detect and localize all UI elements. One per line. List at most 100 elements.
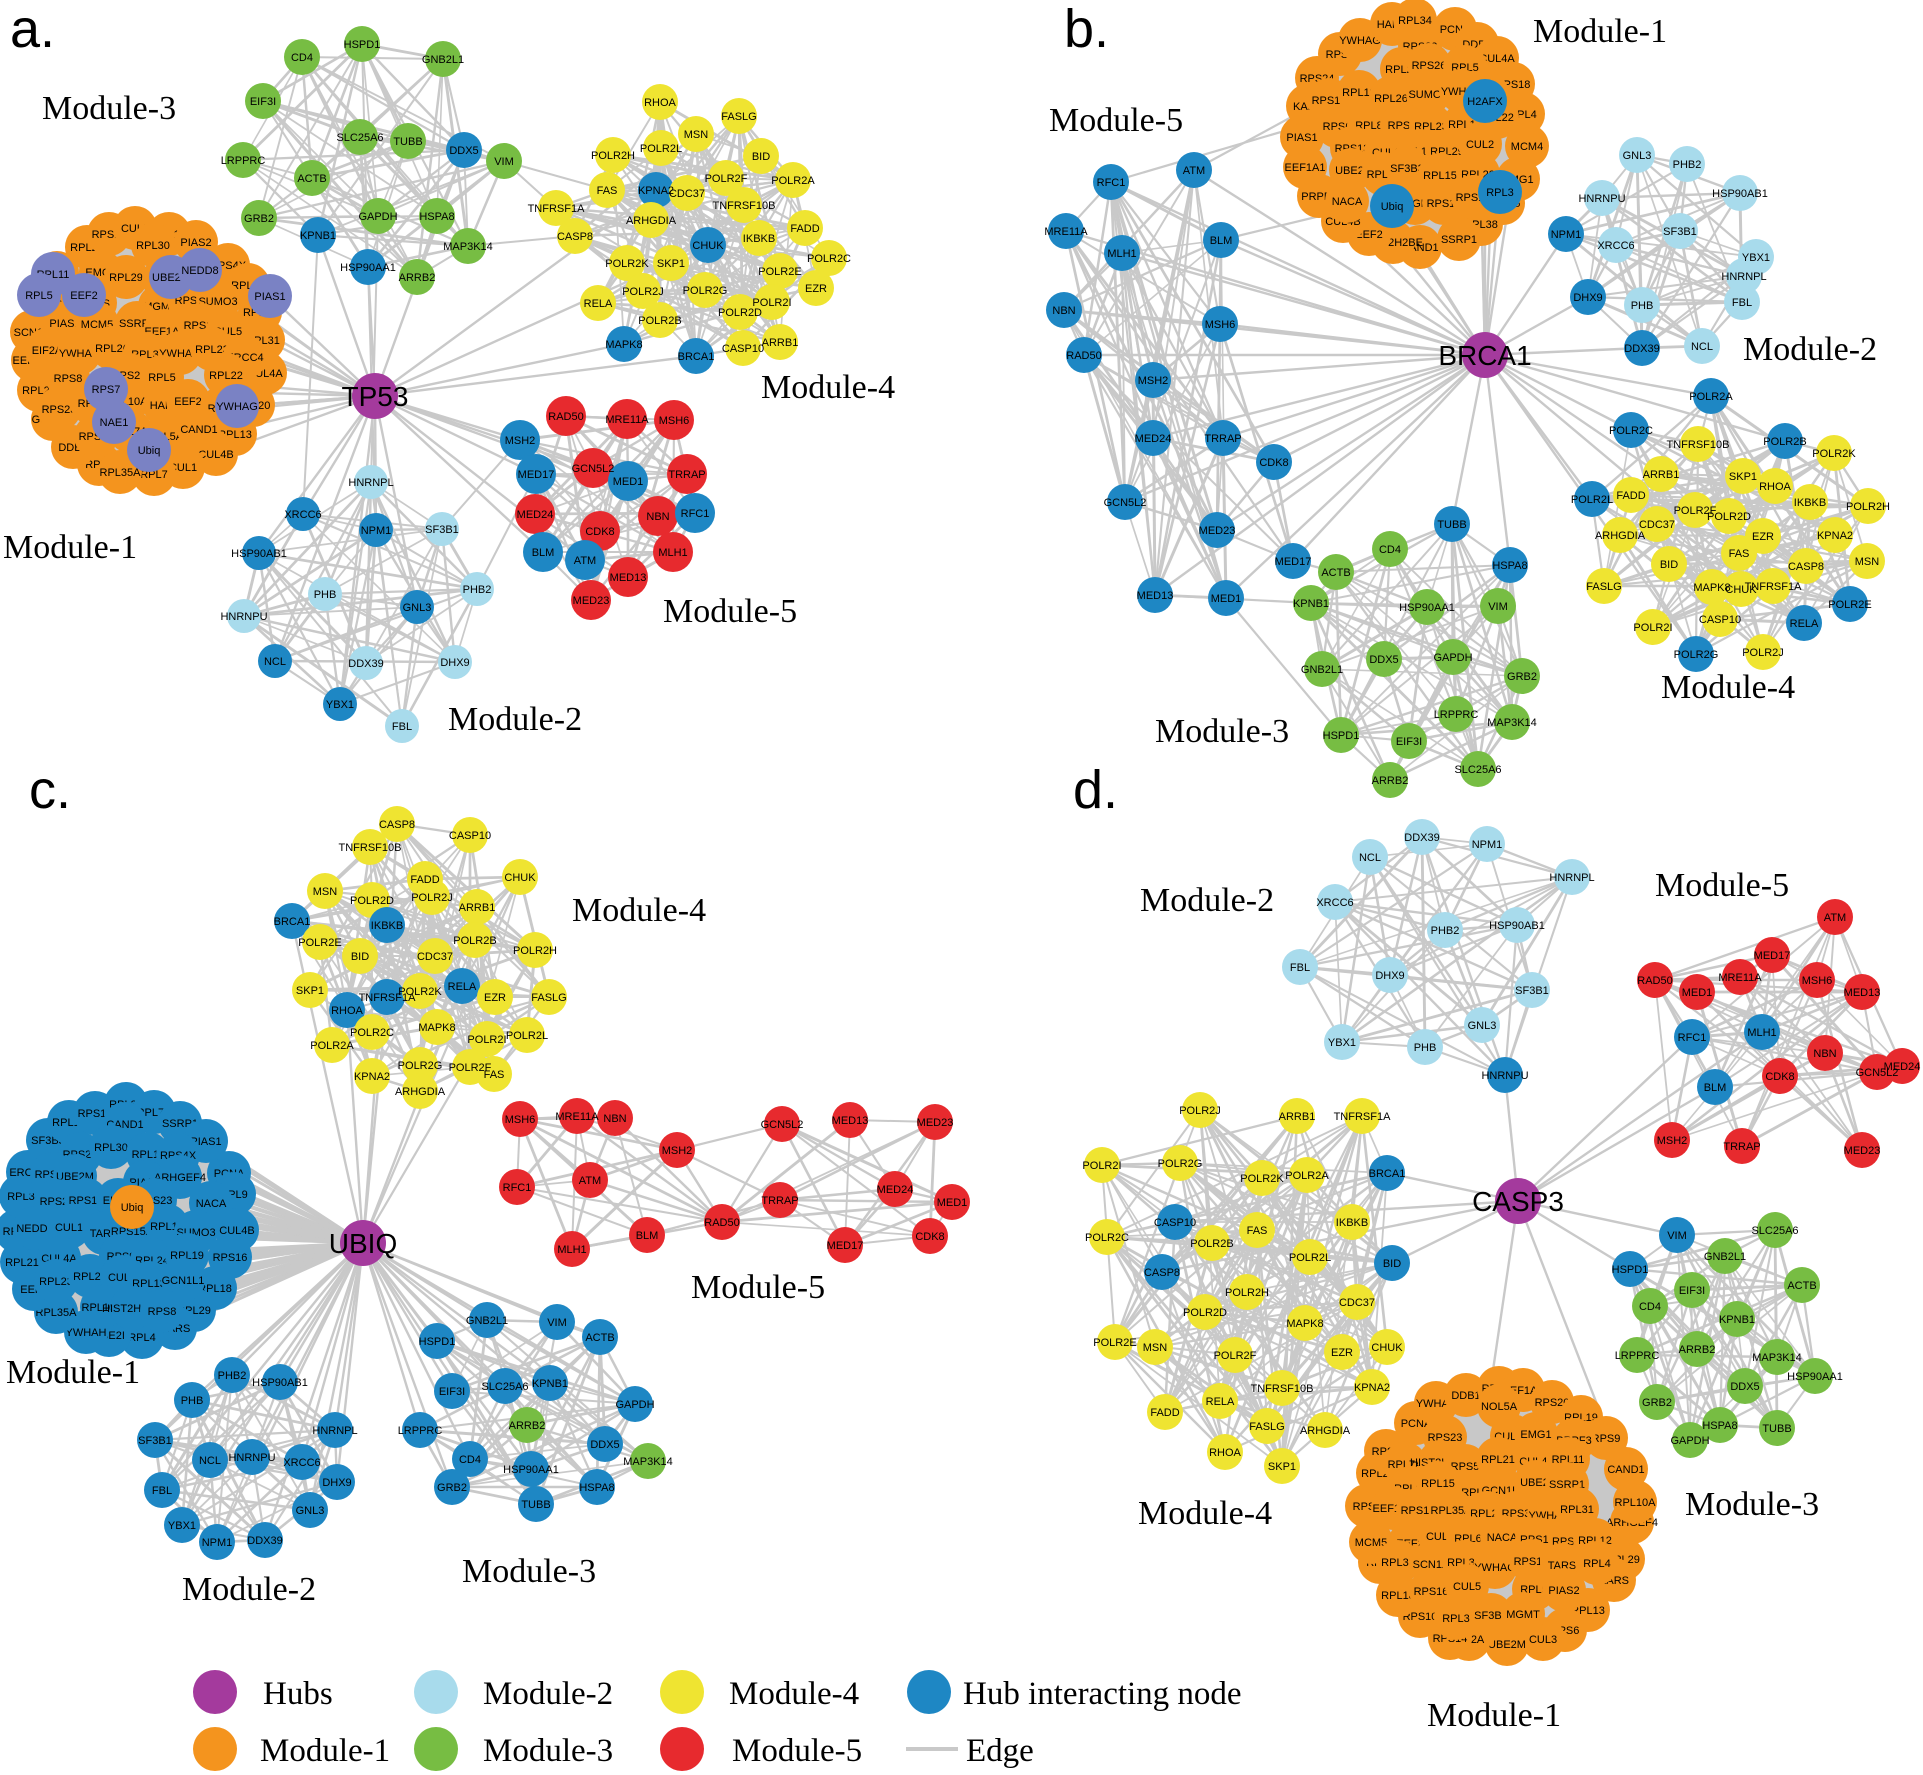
svg-text:POLR2L: POLR2L bbox=[1571, 494, 1613, 506]
svg-text:UBE2I: UBE2I bbox=[1520, 1477, 1552, 1489]
svg-text:GAPDH: GAPDH bbox=[1433, 652, 1472, 664]
svg-text:Module-1: Module-1 bbox=[1427, 1697, 1561, 1734]
svg-text:HNRNPU: HNRNPU bbox=[1578, 193, 1625, 205]
svg-text:HSP90AA1: HSP90AA1 bbox=[1787, 1371, 1843, 1383]
svg-text:EZR: EZR bbox=[1752, 531, 1774, 543]
svg-text:RPL13: RPL13 bbox=[132, 1278, 166, 1290]
svg-text:CDC37: CDC37 bbox=[1639, 519, 1675, 531]
svg-text:POLR2H: POLR2H bbox=[1225, 1287, 1269, 1299]
svg-text:DDB1: DDB1 bbox=[1451, 1390, 1480, 1402]
svg-text:GNL3: GNL3 bbox=[403, 602, 432, 614]
svg-text:POLR2D: POLR2D bbox=[718, 307, 762, 319]
svg-text:POLR2B: POLR2B bbox=[453, 935, 496, 947]
svg-text:GCN5L2: GCN5L2 bbox=[1104, 497, 1147, 509]
svg-text:HSPD1: HSPD1 bbox=[1612, 1264, 1649, 1276]
svg-text:MAP3K14: MAP3K14 bbox=[623, 1456, 673, 1468]
svg-text:Module-2: Module-2 bbox=[182, 1571, 316, 1608]
svg-text:TNFRSF10B: TNFRSF10B bbox=[1251, 1383, 1314, 1395]
svg-text:RPS16: RPS16 bbox=[1414, 1586, 1449, 1598]
svg-text:PIAS1: PIAS1 bbox=[254, 291, 285, 303]
svg-text:MSH6: MSH6 bbox=[1205, 319, 1236, 331]
svg-text:SUMO3: SUMO3 bbox=[1408, 89, 1447, 101]
svg-text:RPS26: RPS26 bbox=[1412, 60, 1447, 72]
svg-text:ARRB1: ARRB1 bbox=[1279, 1111, 1316, 1123]
svg-text:Module-5: Module-5 bbox=[691, 1269, 825, 1306]
svg-text:MED13: MED13 bbox=[1844, 987, 1881, 999]
svg-text:RPL3: RPL3 bbox=[1442, 1613, 1470, 1625]
svg-text:RPL10A: RPL10A bbox=[1615, 1497, 1657, 1509]
svg-text:RHOA: RHOA bbox=[644, 97, 676, 109]
svg-text:RFC1: RFC1 bbox=[503, 1182, 532, 1194]
svg-text:NAE1: NAE1 bbox=[100, 417, 129, 429]
svg-text:NEDD8: NEDD8 bbox=[181, 265, 218, 277]
svg-text:SLC25A6: SLC25A6 bbox=[1454, 764, 1501, 776]
svg-text:NBN: NBN bbox=[1813, 1048, 1836, 1060]
svg-text:KPNA2: KPNA2 bbox=[1354, 1382, 1390, 1394]
svg-text:YWHAG: YWHAG bbox=[216, 401, 258, 413]
svg-text:TRRAP: TRRAP bbox=[1204, 433, 1241, 445]
svg-text:POLR2J: POLR2J bbox=[411, 892, 453, 904]
svg-text:HSPA8: HSPA8 bbox=[579, 1482, 614, 1494]
svg-text:RPS16: RPS16 bbox=[213, 1252, 248, 1264]
svg-text:RAD50: RAD50 bbox=[548, 411, 583, 423]
svg-text:XRCC6: XRCC6 bbox=[1597, 240, 1634, 252]
svg-text:HSP90AA1: HSP90AA1 bbox=[1399, 602, 1455, 614]
svg-text:MLH1: MLH1 bbox=[1107, 248, 1136, 260]
svg-text:YWHAG: YWHAG bbox=[1474, 1562, 1516, 1574]
svg-text:MSN: MSN bbox=[313, 886, 338, 898]
svg-text:HSPD1: HSPD1 bbox=[1323, 730, 1360, 742]
svg-text:RPL26: RPL26 bbox=[1374, 93, 1408, 105]
svg-text:b.: b. bbox=[1064, 0, 1109, 59]
svg-text:RPL26: RPL26 bbox=[95, 343, 129, 355]
svg-text:BLM: BLM bbox=[1704, 1082, 1727, 1094]
svg-text:RPL22: RPL22 bbox=[209, 370, 243, 382]
svg-text:TNFRSF1A: TNFRSF1A bbox=[359, 992, 417, 1004]
svg-text:POLR2C: POLR2C bbox=[1085, 1232, 1129, 1244]
svg-text:MAP3K14: MAP3K14 bbox=[443, 241, 493, 253]
svg-text:CHUK: CHUK bbox=[692, 240, 724, 252]
svg-text:ARRB2: ARRB2 bbox=[399, 272, 436, 284]
svg-text:MAP3K14: MAP3K14 bbox=[1487, 717, 1537, 729]
svg-text:CASP8: CASP8 bbox=[1788, 561, 1824, 573]
svg-text:MLH1: MLH1 bbox=[1747, 1027, 1776, 1039]
svg-text:Module-3: Module-3 bbox=[1685, 1486, 1819, 1523]
svg-text:CASP10: CASP10 bbox=[722, 343, 764, 355]
svg-text:GCN5L2: GCN5L2 bbox=[1856, 1067, 1899, 1079]
svg-text:MCM5: MCM5 bbox=[1355, 1537, 1387, 1549]
svg-text:RPL31: RPL31 bbox=[1560, 1504, 1594, 1516]
svg-text:ARHGEF4: ARHGEF4 bbox=[154, 1172, 206, 1184]
svg-text:POLR2G: POLR2G bbox=[1674, 649, 1719, 661]
svg-text:POLR2A: POLR2A bbox=[1285, 1170, 1329, 1182]
svg-text:MED17: MED17 bbox=[1754, 950, 1791, 962]
svg-text:VIM: VIM bbox=[547, 1317, 567, 1329]
svg-text:BRCA1: BRCA1 bbox=[678, 351, 715, 363]
svg-text:MSH6: MSH6 bbox=[659, 415, 690, 427]
svg-text:TNFRSF1A: TNFRSF1A bbox=[528, 203, 586, 215]
svg-text:HSPA8: HSPA8 bbox=[1492, 560, 1527, 572]
svg-text:RPL15: RPL15 bbox=[1423, 170, 1457, 182]
svg-text:H2AFX: H2AFX bbox=[1467, 96, 1503, 108]
svg-text:HSPA8: HSPA8 bbox=[1702, 1420, 1737, 1432]
svg-text:BID: BID bbox=[1660, 559, 1678, 571]
svg-text:RELA: RELA bbox=[448, 981, 477, 993]
svg-text:CDK8: CDK8 bbox=[915, 1231, 944, 1243]
svg-text:TNFRSF1A: TNFRSF1A bbox=[1745, 581, 1803, 593]
svg-text:GNB2L1: GNB2L1 bbox=[1301, 664, 1343, 676]
svg-text:MSN: MSN bbox=[684, 129, 709, 141]
svg-text:MED17: MED17 bbox=[518, 469, 555, 481]
svg-text:RPL12: RPL12 bbox=[1342, 87, 1376, 99]
svg-text:CUL1: CUL1 bbox=[55, 1222, 83, 1234]
svg-text:SF3B1: SF3B1 bbox=[1515, 985, 1549, 997]
svg-text:RPL35A: RPL35A bbox=[100, 467, 142, 479]
svg-text:POLR2D: POLR2D bbox=[350, 895, 394, 907]
svg-text:MGMT: MGMT bbox=[1506, 1609, 1540, 1621]
svg-text:FASLG: FASLG bbox=[721, 111, 756, 123]
svg-text:PHB: PHB bbox=[314, 589, 337, 601]
svg-text:CUL3: CUL3 bbox=[1529, 1634, 1557, 1646]
svg-text:Module-1: Module-1 bbox=[260, 1733, 390, 1769]
svg-text:MSH2: MSH2 bbox=[1138, 375, 1169, 387]
svg-text:NPM1: NPM1 bbox=[1472, 839, 1503, 851]
svg-text:CDC37: CDC37 bbox=[669, 188, 705, 200]
svg-text:MED23: MED23 bbox=[573, 595, 610, 607]
svg-text:RFC1: RFC1 bbox=[681, 508, 710, 520]
